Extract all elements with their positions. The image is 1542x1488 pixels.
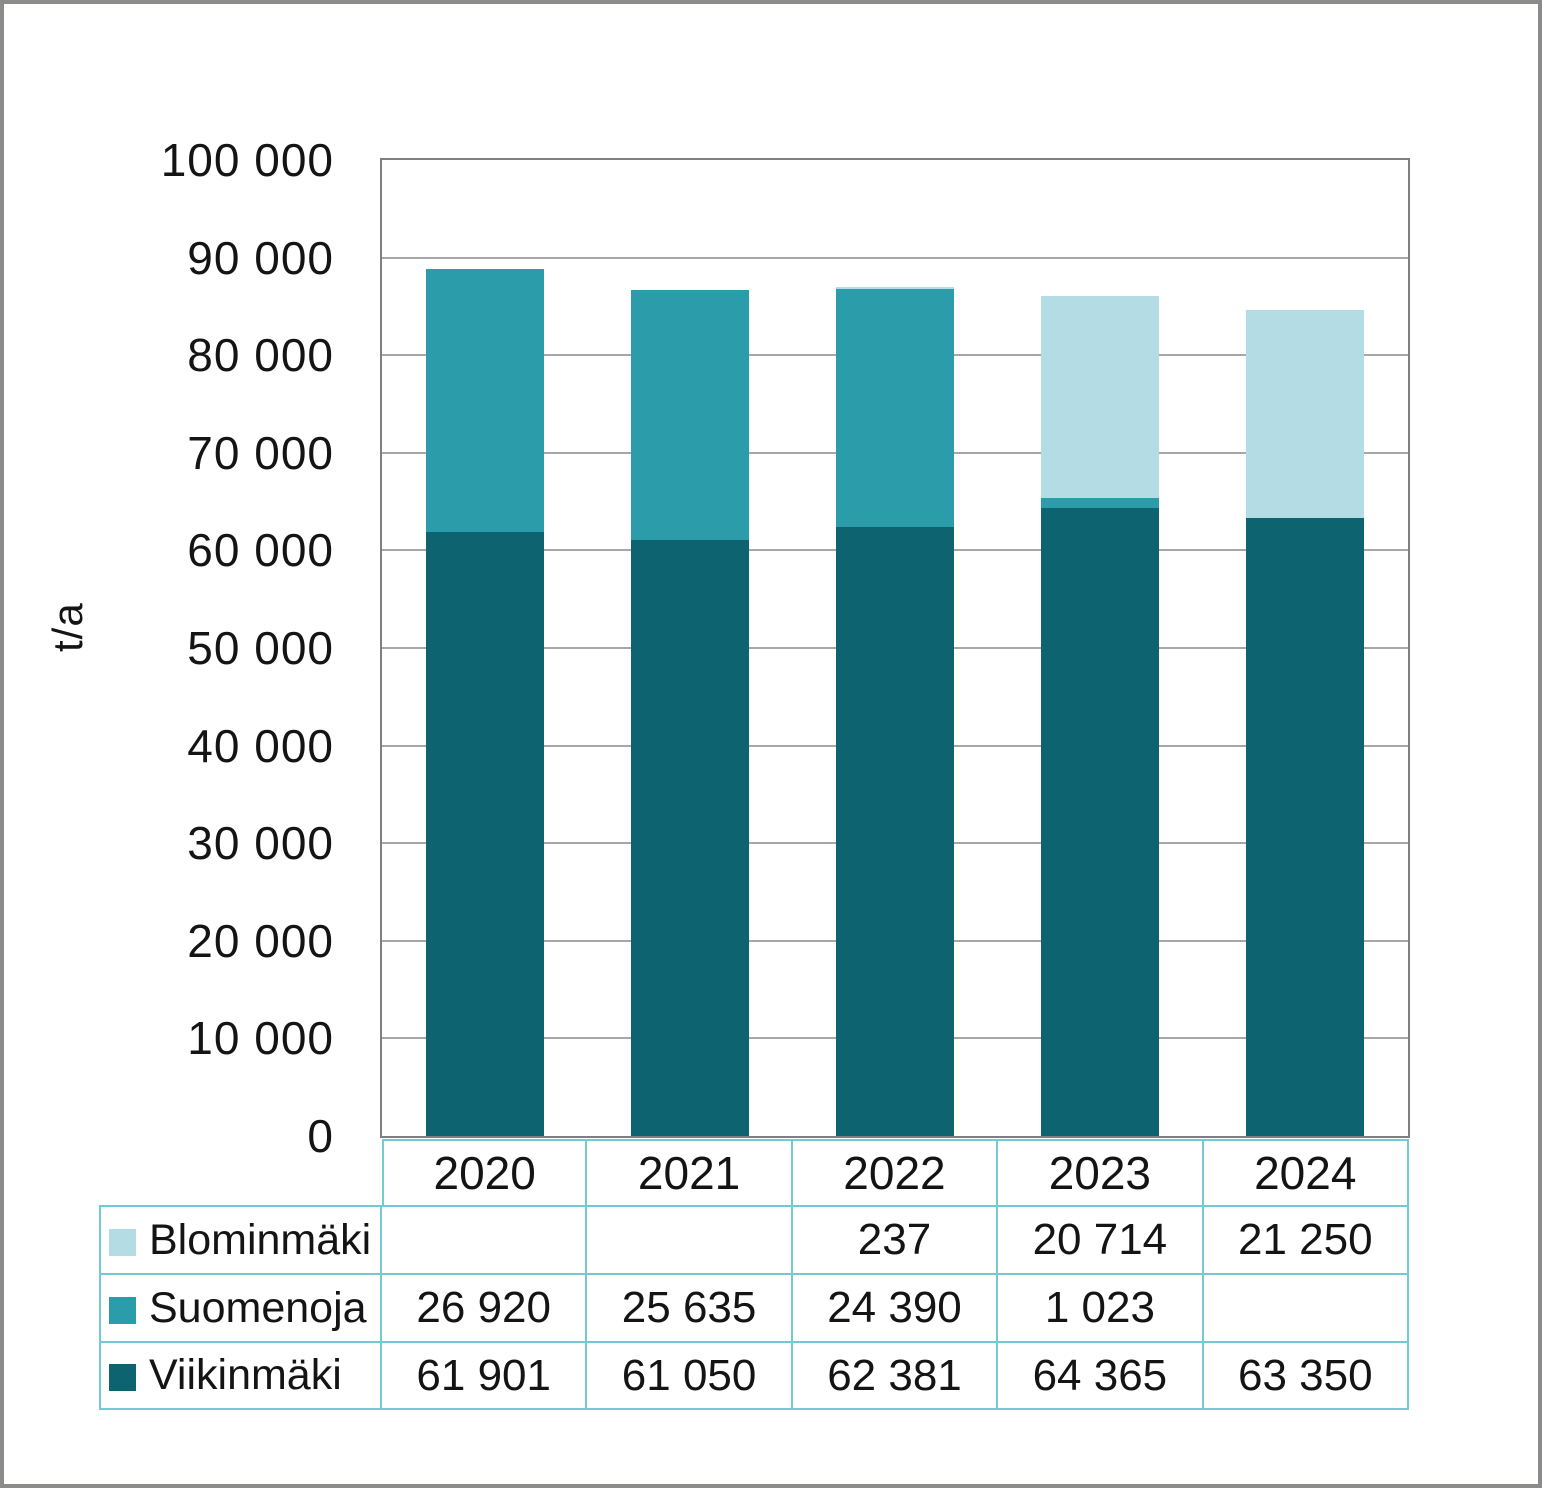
x-axis-label-2022: 2022 <box>792 1139 999 1205</box>
legend-cell-suomenoja: Suomenoja <box>99 1273 382 1341</box>
data-table-with-legend: 2020 2021 2022 2023 2024 Blominmäki 237 20 714 2… <box>99 1139 1409 1410</box>
y-axis-tick-label: 70 000 <box>187 426 334 479</box>
bar-segment-viikinmäki-2023 <box>1041 507 1160 1136</box>
value-cell-viikinmäki-2022: 62 381 <box>792 1341 999 1410</box>
x-axis-label-2024: 2024 <box>1203 1139 1409 1205</box>
value-cell-viikinmäki-2024: 63 350 <box>1203 1341 1409 1410</box>
grid-line <box>382 256 1408 259</box>
value-cell-suomenoja-2024 <box>1203 1273 1409 1341</box>
y-axis-tick-label: 30 000 <box>187 817 334 870</box>
value-cell-suomenoja-2022: 24 390 <box>792 1273 999 1341</box>
x-axis-label-2021: 2021 <box>587 1139 793 1205</box>
y-axis-tick-labels: 100 000 90 000 80 000 70 000 60 000 50 000 40 … <box>4 134 334 1162</box>
value-cell-blominmäki-2024: 21 250 <box>1203 1205 1409 1273</box>
legend-cell-blominmäki: Blominmäki <box>99 1205 382 1273</box>
value-cell-viikinmäki-2023: 64 365 <box>998 1341 1204 1410</box>
bar-segment-suomenoja-2021 <box>630 289 749 541</box>
bar-segment-viikinmäki-2021 <box>630 540 749 1136</box>
plot-area <box>380 158 1410 1138</box>
bar-segment-suomenoja-2022 <box>836 289 954 528</box>
value-cell-blominmäki-2020 <box>382 1205 588 1273</box>
bar-segment-suomenoja-2020 <box>425 269 544 532</box>
y-axis-tick-label: 100 000 <box>160 134 334 186</box>
bar-group-2022 <box>836 286 954 1136</box>
value-cell-blominmäki-2023: 20 714 <box>998 1205 1204 1273</box>
x-axis-label-2020: 2020 <box>382 1139 588 1205</box>
y-axis-tick-label: 80 000 <box>187 329 334 382</box>
legend-label: Blominmäki <box>149 1215 372 1264</box>
value-cell-suomenoja-2020: 26 920 <box>382 1273 588 1341</box>
value-cell-viikinmäki-2021: 61 050 <box>587 1341 793 1410</box>
value-cell-blominmäki-2021 <box>587 1205 793 1273</box>
bar-segment-suomenoja-2023 <box>1041 497 1160 508</box>
legend-swatch-blominmäki <box>109 1228 136 1256</box>
bar-segment-viikinmäki-2022 <box>836 527 954 1136</box>
legend-label: Viikinmäki <box>149 1351 342 1399</box>
table-corner-spacer <box>99 1139 382 1205</box>
bar-segment-viikinmäki-2024 <box>1246 517 1365 1136</box>
y-axis-tick-label: 40 000 <box>187 719 334 772</box>
bar-segment-blominmäki-2022 <box>836 286 954 290</box>
value-cell-viikinmäki-2020: 61 901 <box>382 1341 588 1410</box>
y-axis-tick-label: 60 000 <box>187 524 334 577</box>
legend-cell-viikinmäki: Viikinmäki <box>99 1341 382 1410</box>
y-axis-tick-label: 90 000 <box>187 231 334 284</box>
bar-segment-blominmäki-2023 <box>1041 295 1160 498</box>
value-cell-blominmäki-2022: 237 <box>792 1205 999 1273</box>
x-axis-label-2023: 2023 <box>998 1139 1204 1205</box>
legend-swatch-suomenoja <box>109 1296 136 1324</box>
bar-group-2020 <box>425 269 544 1136</box>
bar-segment-viikinmäki-2020 <box>425 531 544 1136</box>
value-cell-suomenoja-2023: 1 023 <box>998 1273 1204 1341</box>
value-cell-suomenoja-2021: 25 635 <box>587 1273 793 1341</box>
y-axis-tick-label: 0 <box>307 1110 334 1162</box>
bar-group-2023 <box>1041 295 1160 1136</box>
legend-label: Suomenoja <box>149 1283 367 1332</box>
bar-group-2021 <box>630 289 749 1136</box>
legend-swatch-viikinmäki <box>109 1364 136 1391</box>
y-axis-tick-label: 50 000 <box>187 622 334 674</box>
y-axis-tick-label: 10 000 <box>187 1012 334 1065</box>
bar-segment-blominmäki-2024 <box>1246 310 1365 518</box>
y-axis-tick-label: 20 000 <box>187 914 334 967</box>
bar-group-2024 <box>1246 310 1365 1136</box>
